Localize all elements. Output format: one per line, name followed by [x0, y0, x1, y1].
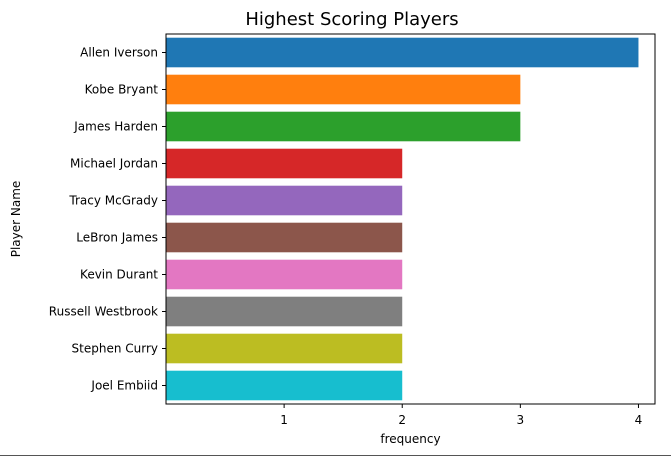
y-tick-label: Russell Westbrook [49, 305, 158, 319]
x-tick-labels: 1 2 3 4 [280, 404, 642, 427]
bar [166, 185, 403, 216]
x-tick-label: 2 [398, 413, 406, 427]
y-tick-label: Kobe Bryant [85, 83, 159, 97]
bar [166, 37, 639, 68]
y-tick-label: Kevin Durant [80, 268, 158, 282]
bar [166, 111, 521, 142]
y-tick-label: Tracy McGrady [68, 194, 158, 208]
x-axis-label: frequency [380, 432, 440, 446]
x-tick-label: 1 [280, 413, 288, 427]
y-tick-label: Allen Iverson [80, 46, 158, 60]
bar [166, 148, 403, 179]
bar [166, 222, 403, 253]
bar [166, 333, 403, 364]
y-axis-label: Player Name [9, 181, 23, 258]
bar [166, 370, 403, 401]
y-tick-labels: Allen Iverson Kobe Bryant James Harden Mich… [49, 46, 166, 393]
y-tick-label: James Harden [73, 120, 158, 134]
bar [166, 296, 403, 327]
bar [166, 74, 521, 105]
x-tick-label: 4 [635, 413, 643, 427]
y-tick-label: Michael Jordan [70, 157, 158, 171]
chart-title: Highest Scoring Players [245, 9, 458, 30]
bars-group [166, 37, 639, 401]
y-tick-label: LeBron James [76, 231, 158, 245]
x-tick-label: 3 [517, 413, 525, 427]
bar [166, 259, 403, 290]
y-tick-label: Joel Embiid [90, 379, 158, 393]
plot-frame [165, 33, 656, 405]
y-tick-label: Stephen Curry [72, 342, 158, 356]
